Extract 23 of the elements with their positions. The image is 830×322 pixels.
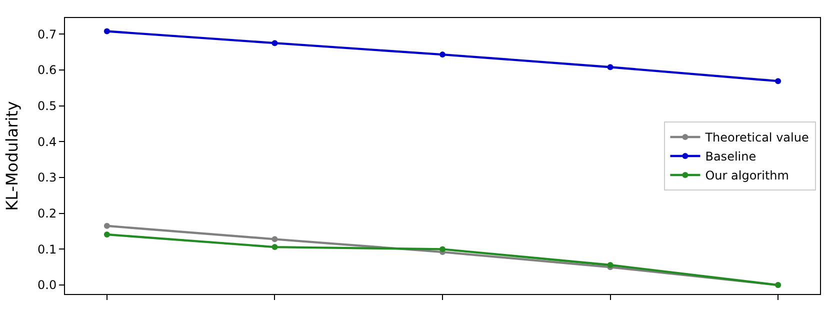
point: [272, 244, 278, 250]
y-tick-label: 0.5: [38, 99, 57, 114]
point: [607, 262, 614, 268]
point: [440, 246, 446, 252]
point: [775, 78, 782, 84]
y-tick-label: 0.1: [38, 242, 57, 256]
y-tick-label: 0.7: [38, 27, 57, 42]
y-tick-label: 0.3: [38, 170, 57, 185]
y-tick-label: 0.2: [38, 206, 57, 221]
legend-label: Our algorithm: [705, 168, 789, 183]
point: [104, 232, 110, 238]
y-tick-label: 0.0: [38, 278, 57, 292]
point: [607, 64, 614, 70]
point: [104, 28, 110, 34]
y-tick-label: 0.4: [38, 134, 57, 149]
y-tick-label: 0.6: [38, 63, 57, 78]
legend-label: Baseline: [705, 150, 756, 164]
y-axis-title: KL-Modularity: [2, 101, 22, 211]
point: [272, 236, 278, 242]
point: [104, 222, 110, 229]
point: [440, 52, 446, 58]
point: [272, 40, 278, 46]
legend-label: Theoretical value: [704, 130, 809, 145]
